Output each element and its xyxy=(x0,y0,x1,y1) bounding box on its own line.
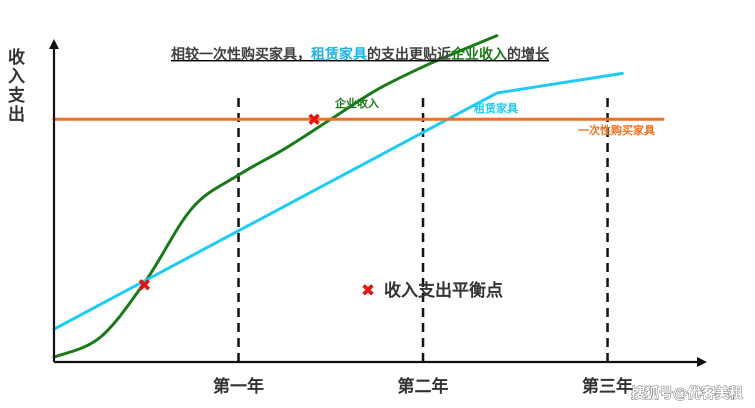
series-label-3: 一次性购买家具 xyxy=(578,123,655,137)
x-tick-label-3: 第三年 xyxy=(582,376,633,397)
title-part-1: 租赁家具 xyxy=(311,46,367,63)
legend-marker: ✖ xyxy=(361,281,375,301)
series-line-1 xyxy=(52,34,499,359)
year-dividers xyxy=(237,98,609,362)
balance-points: ✖✖ xyxy=(137,110,321,296)
x-tick-label-2: 第二年 xyxy=(398,376,449,397)
axes xyxy=(49,39,707,367)
title-part-0: 相较一次性购买家具， xyxy=(171,46,311,63)
x-tick-label-1: 第一年 xyxy=(213,376,264,397)
series-line-2 xyxy=(52,71,624,331)
chart-title: 相较一次性购买家具，租赁家具的支出更贴近企业收入的增长 xyxy=(171,46,550,63)
balance-point-2: ✖ xyxy=(307,110,321,130)
title-part-3: 企业收入 xyxy=(450,46,507,63)
balance-point-1: ✖ xyxy=(137,276,151,296)
title-part-4: 的增长 xyxy=(507,46,550,63)
series-label-2: 租赁家具 xyxy=(474,101,518,115)
chart-text: 相较一次性购买家具，租赁家具的支出更贴近企业收入的增长 收入支出 ✖ 收入支出平… xyxy=(4,46,743,402)
series-label-1: 企业收入 xyxy=(334,96,379,110)
series-lines xyxy=(52,34,665,359)
title-part-2: 的支出更贴近 xyxy=(367,46,451,63)
y-axis-label: 收入支出 xyxy=(4,47,25,124)
watermark: 搜狐号@优客美租 xyxy=(631,385,743,402)
legend-label: 收入支出平衡点 xyxy=(384,280,503,301)
